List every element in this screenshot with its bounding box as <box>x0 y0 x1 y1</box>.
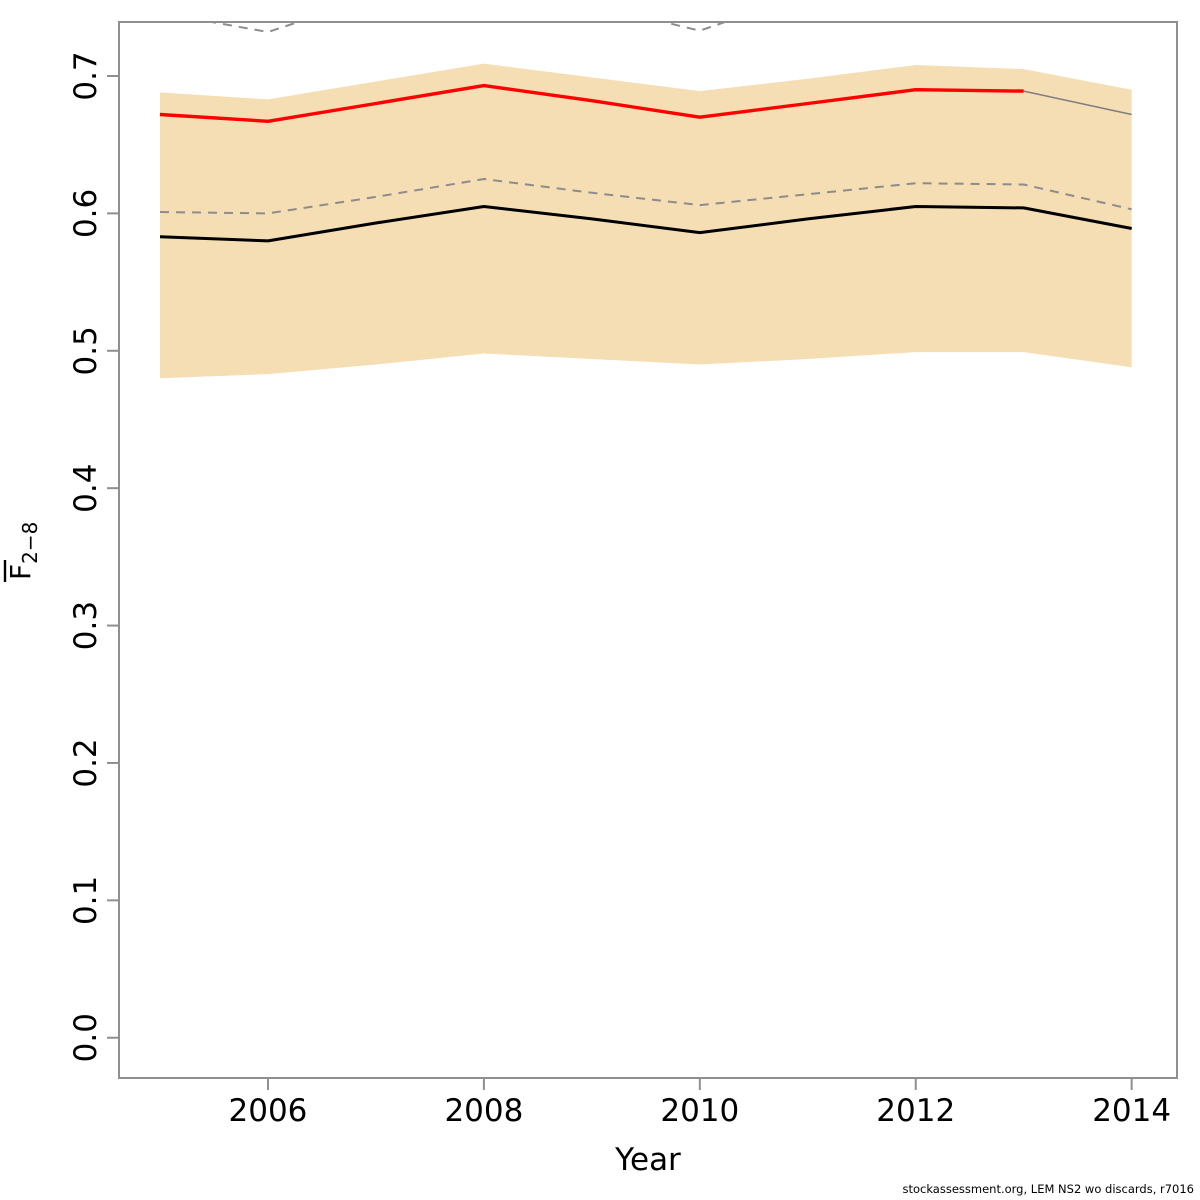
x-axis-tick-label: 2014 <box>1092 1093 1171 1129</box>
y-axis-tick-label: 0.2 <box>68 738 104 787</box>
band-layer <box>160 63 1132 379</box>
x-axis-tick-label: 2008 <box>444 1093 523 1129</box>
y-axis-tick-label: 0.7 <box>68 51 104 100</box>
plot-frame <box>118 21 1178 1079</box>
y-axis-title-text: F2−8 <box>4 522 42 580</box>
y-axis-title: F2−8 <box>3 522 42 582</box>
series-layer <box>159 22 1132 243</box>
x-axis-tick-label: 2010 <box>660 1093 739 1129</box>
y-axis-tick-label: 0.1 <box>68 876 104 925</box>
red-line <box>159 83 1024 123</box>
mid-dashed-line <box>159 178 1132 215</box>
watermark-text: stockassessment.org, LEM NS2 wo discards… <box>902 1182 1194 1196</box>
confidence-band <box>160 63 1132 379</box>
axes-layer: 2006 2008 2010 2012 2014 0.0 0.1 0.2 0.3 0.4 0.5 0.… <box>68 51 1171 1129</box>
y-axis-tick-label: 0.3 <box>68 601 104 650</box>
y-axis-tick-label: 0.0 <box>68 1013 104 1062</box>
x-axis-title: Year <box>614 1142 681 1178</box>
y-axis-tick-label: 0.6 <box>68 189 104 238</box>
x-axis-tick-label: 2012 <box>876 1093 955 1129</box>
gray-tail-line <box>1023 90 1132 116</box>
y-axis-tick-label: 0.4 <box>68 464 104 513</box>
x-axis-tick-label: 2006 <box>229 1093 308 1129</box>
y-axis-tick-label: 0.5 <box>68 326 104 375</box>
upper-dashed-line <box>206 22 729 33</box>
estimate-line <box>159 205 1132 243</box>
